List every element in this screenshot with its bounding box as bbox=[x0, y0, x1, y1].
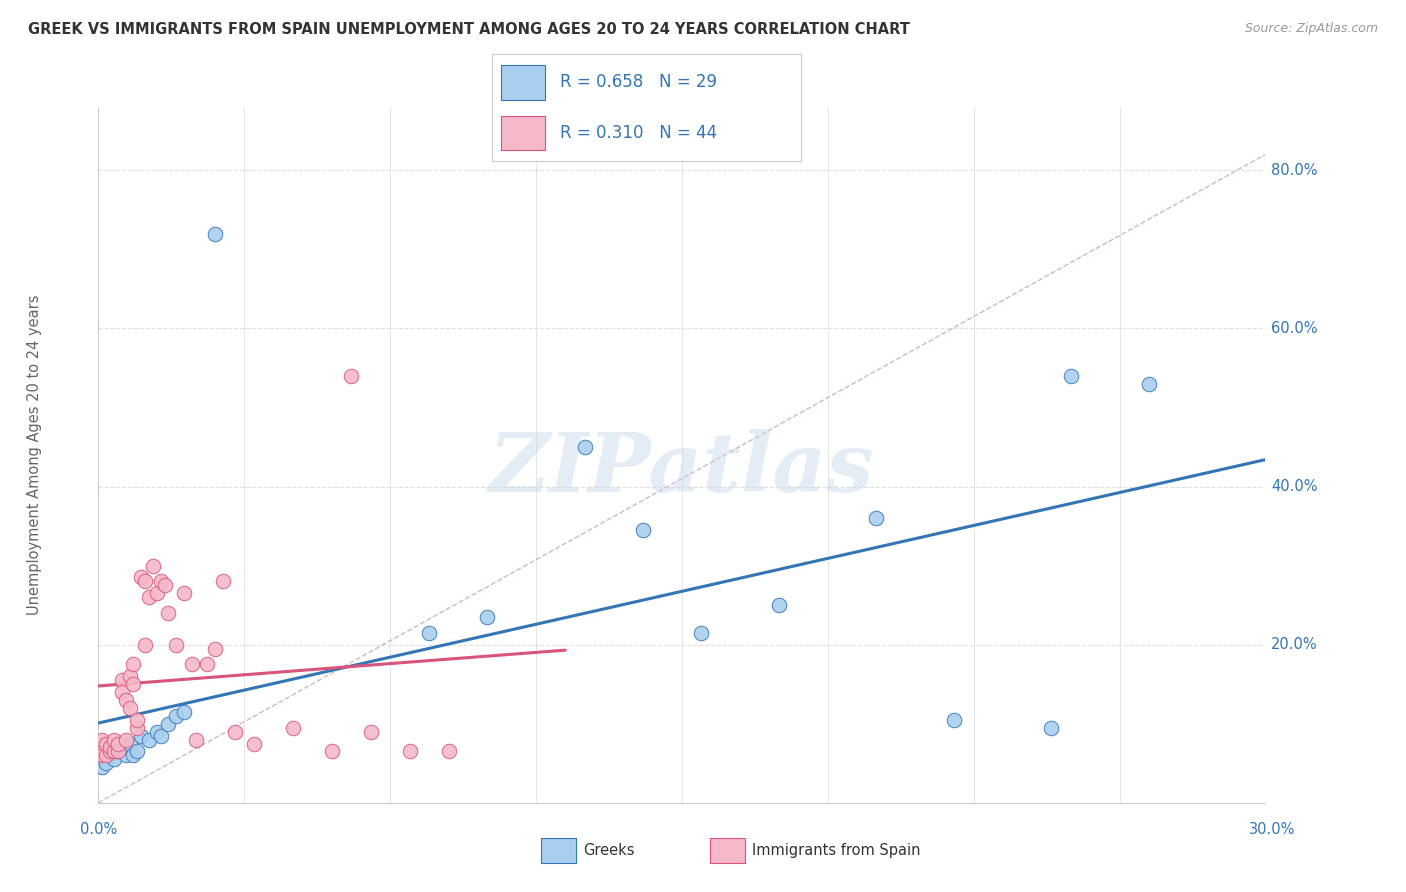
Point bbox=[138, 591, 160, 605]
Point bbox=[243, 737, 266, 751]
Point bbox=[129, 729, 152, 743]
Text: 60.0%: 60.0% bbox=[1271, 321, 1317, 336]
Point bbox=[142, 558, 165, 573]
Point bbox=[149, 574, 172, 589]
Point bbox=[173, 705, 195, 719]
Point bbox=[138, 732, 160, 747]
Point bbox=[134, 638, 156, 652]
Text: Immigrants from Spain: Immigrants from Spain bbox=[752, 844, 921, 858]
Point bbox=[118, 669, 141, 683]
Point bbox=[1137, 376, 1160, 391]
Point bbox=[127, 713, 149, 727]
Point bbox=[114, 732, 136, 747]
Point bbox=[165, 638, 187, 652]
Point bbox=[360, 724, 382, 739]
Point bbox=[122, 677, 145, 691]
Point bbox=[134, 574, 156, 589]
Point bbox=[98, 740, 121, 755]
Text: 20.0%: 20.0% bbox=[1271, 637, 1317, 652]
Text: Source: ZipAtlas.com: Source: ZipAtlas.com bbox=[1244, 22, 1378, 36]
Point bbox=[943, 713, 966, 727]
Point bbox=[111, 673, 134, 688]
Point bbox=[98, 744, 121, 758]
Point bbox=[224, 724, 246, 739]
Point bbox=[96, 748, 118, 763]
Point bbox=[1060, 368, 1083, 383]
Point bbox=[111, 685, 134, 699]
Point bbox=[418, 625, 440, 640]
Point bbox=[91, 760, 114, 774]
Point bbox=[103, 744, 125, 758]
Point bbox=[96, 737, 118, 751]
Point bbox=[173, 586, 195, 600]
Point bbox=[153, 578, 176, 592]
FancyBboxPatch shape bbox=[502, 65, 544, 100]
Text: GREEK VS IMMIGRANTS FROM SPAIN UNEMPLOYMENT AMONG AGES 20 TO 24 YEARS CORRELATIO: GREEK VS IMMIGRANTS FROM SPAIN UNEMPLOYM… bbox=[28, 22, 910, 37]
Point bbox=[91, 748, 114, 763]
Text: R = 0.658   N = 29: R = 0.658 N = 29 bbox=[560, 73, 717, 91]
Point bbox=[690, 625, 713, 640]
Point bbox=[91, 732, 114, 747]
Point bbox=[157, 606, 180, 620]
Text: 0.0%: 0.0% bbox=[80, 822, 117, 837]
Point bbox=[340, 368, 363, 383]
Point bbox=[107, 744, 129, 758]
Text: 40.0%: 40.0% bbox=[1271, 479, 1317, 494]
Point bbox=[122, 657, 145, 672]
Point bbox=[114, 693, 136, 707]
Point bbox=[184, 732, 207, 747]
Point bbox=[281, 721, 304, 735]
Point bbox=[204, 227, 226, 241]
Point bbox=[146, 586, 169, 600]
Point bbox=[157, 716, 180, 731]
Point bbox=[122, 748, 145, 763]
Text: Greeks: Greeks bbox=[583, 844, 636, 858]
Point bbox=[321, 744, 343, 758]
Point bbox=[1040, 721, 1063, 735]
Point bbox=[195, 657, 218, 672]
Point bbox=[111, 740, 134, 755]
Point bbox=[180, 657, 202, 672]
Text: ZIPatlas: ZIPatlas bbox=[489, 429, 875, 508]
Point bbox=[96, 756, 118, 771]
Point bbox=[631, 523, 654, 537]
FancyBboxPatch shape bbox=[502, 116, 544, 150]
Point bbox=[129, 570, 152, 584]
Point bbox=[103, 732, 125, 747]
Point bbox=[149, 729, 172, 743]
Point bbox=[114, 748, 136, 763]
Point bbox=[437, 744, 460, 758]
Text: 30.0%: 30.0% bbox=[1250, 822, 1295, 837]
Point bbox=[204, 641, 226, 656]
Point bbox=[107, 744, 129, 758]
Point bbox=[146, 724, 169, 739]
Point bbox=[574, 440, 596, 454]
Text: Unemployment Among Ages 20 to 24 years: Unemployment Among Ages 20 to 24 years bbox=[27, 294, 42, 615]
Point bbox=[103, 752, 125, 766]
Text: R = 0.310   N = 44: R = 0.310 N = 44 bbox=[560, 124, 717, 142]
Point bbox=[477, 610, 499, 624]
Text: 80.0%: 80.0% bbox=[1271, 163, 1317, 178]
Point bbox=[98, 748, 121, 763]
Point bbox=[398, 744, 420, 758]
Point bbox=[165, 708, 187, 723]
Point bbox=[118, 737, 141, 751]
Point bbox=[127, 744, 149, 758]
Point bbox=[107, 737, 129, 751]
Point bbox=[127, 721, 149, 735]
Point bbox=[768, 598, 790, 612]
Point bbox=[118, 701, 141, 715]
Point bbox=[212, 574, 235, 589]
Point bbox=[865, 511, 887, 525]
